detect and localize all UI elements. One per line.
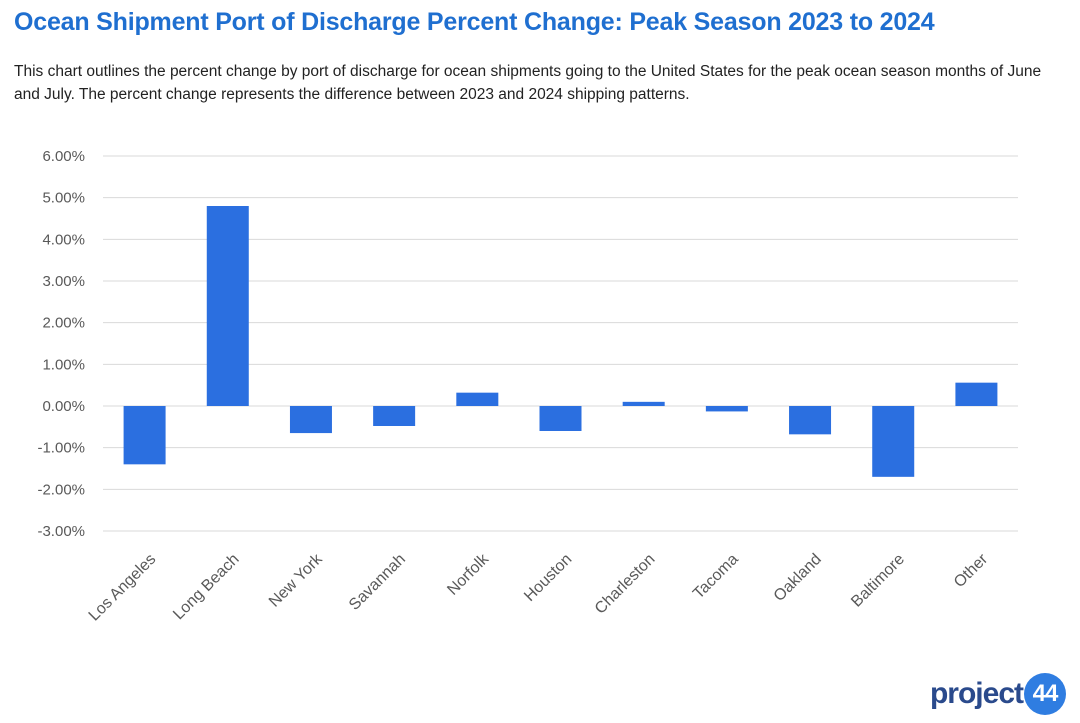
y-axis-tick-labels: 6.00% 5.00% 4.00% 3.00% 2.00% 1.00% 0.00% -1.00…	[37, 148, 85, 540]
y-tick-label: 5.00%	[42, 190, 85, 207]
x-tick-label: Charleston	[592, 551, 659, 618]
logo-badge: 44	[1024, 673, 1066, 715]
y-tick-label: 2.00%	[42, 315, 85, 332]
bar-houston	[539, 406, 582, 431]
y-tick-label: 3.00%	[42, 273, 85, 290]
x-tick-label: Long Beach	[170, 551, 242, 623]
bar-new-york	[289, 406, 332, 434]
bar-baltimore	[872, 406, 915, 477]
y-tick-label: -2.00%	[37, 481, 85, 498]
x-tick-label: Norfolk	[444, 550, 493, 599]
x-tick-label: New York	[266, 550, 327, 611]
x-tick-label: Tacoma	[690, 551, 742, 603]
bar-long-beach	[206, 206, 249, 406]
bar-oakland	[789, 406, 832, 435]
x-tick-label: Savannah	[346, 551, 409, 614]
y-tick-label: -1.00%	[37, 440, 85, 457]
bar-los-angeles	[123, 406, 166, 465]
x-axis-tick-labels: Los Angeles Long Beach New York Savannah Nor…	[86, 550, 992, 624]
y-tick-label: 0.00%	[42, 398, 85, 415]
bar-tacoma	[705, 406, 748, 412]
x-tick-label: Houston	[521, 551, 575, 605]
y-tick-label: -3.00%	[37, 523, 85, 540]
bar-norfolk	[456, 392, 499, 406]
project44-logo: project 44	[930, 673, 1066, 715]
y-tick-label: 6.00%	[42, 148, 85, 165]
x-tick-label: Oakland	[771, 551, 825, 605]
logo-wordmark: project	[929, 677, 1024, 710]
bar-savannah	[373, 406, 416, 426]
x-tick-label: Other	[951, 550, 992, 591]
bar-charleston	[622, 401, 665, 406]
y-tick-label: 1.00%	[42, 356, 85, 373]
bar-other	[955, 382, 998, 406]
y-tick-label: 4.00%	[42, 231, 85, 248]
x-tick-label: Los Angeles	[86, 551, 160, 625]
chart-subtitle: This chart outlines the percent change b…	[14, 63, 1042, 103]
x-tick-label: Baltimore	[848, 551, 908, 611]
bars	[123, 206, 998, 477]
chart-title: Ocean Shipment Port of Discharge Percent…	[14, 8, 935, 36]
